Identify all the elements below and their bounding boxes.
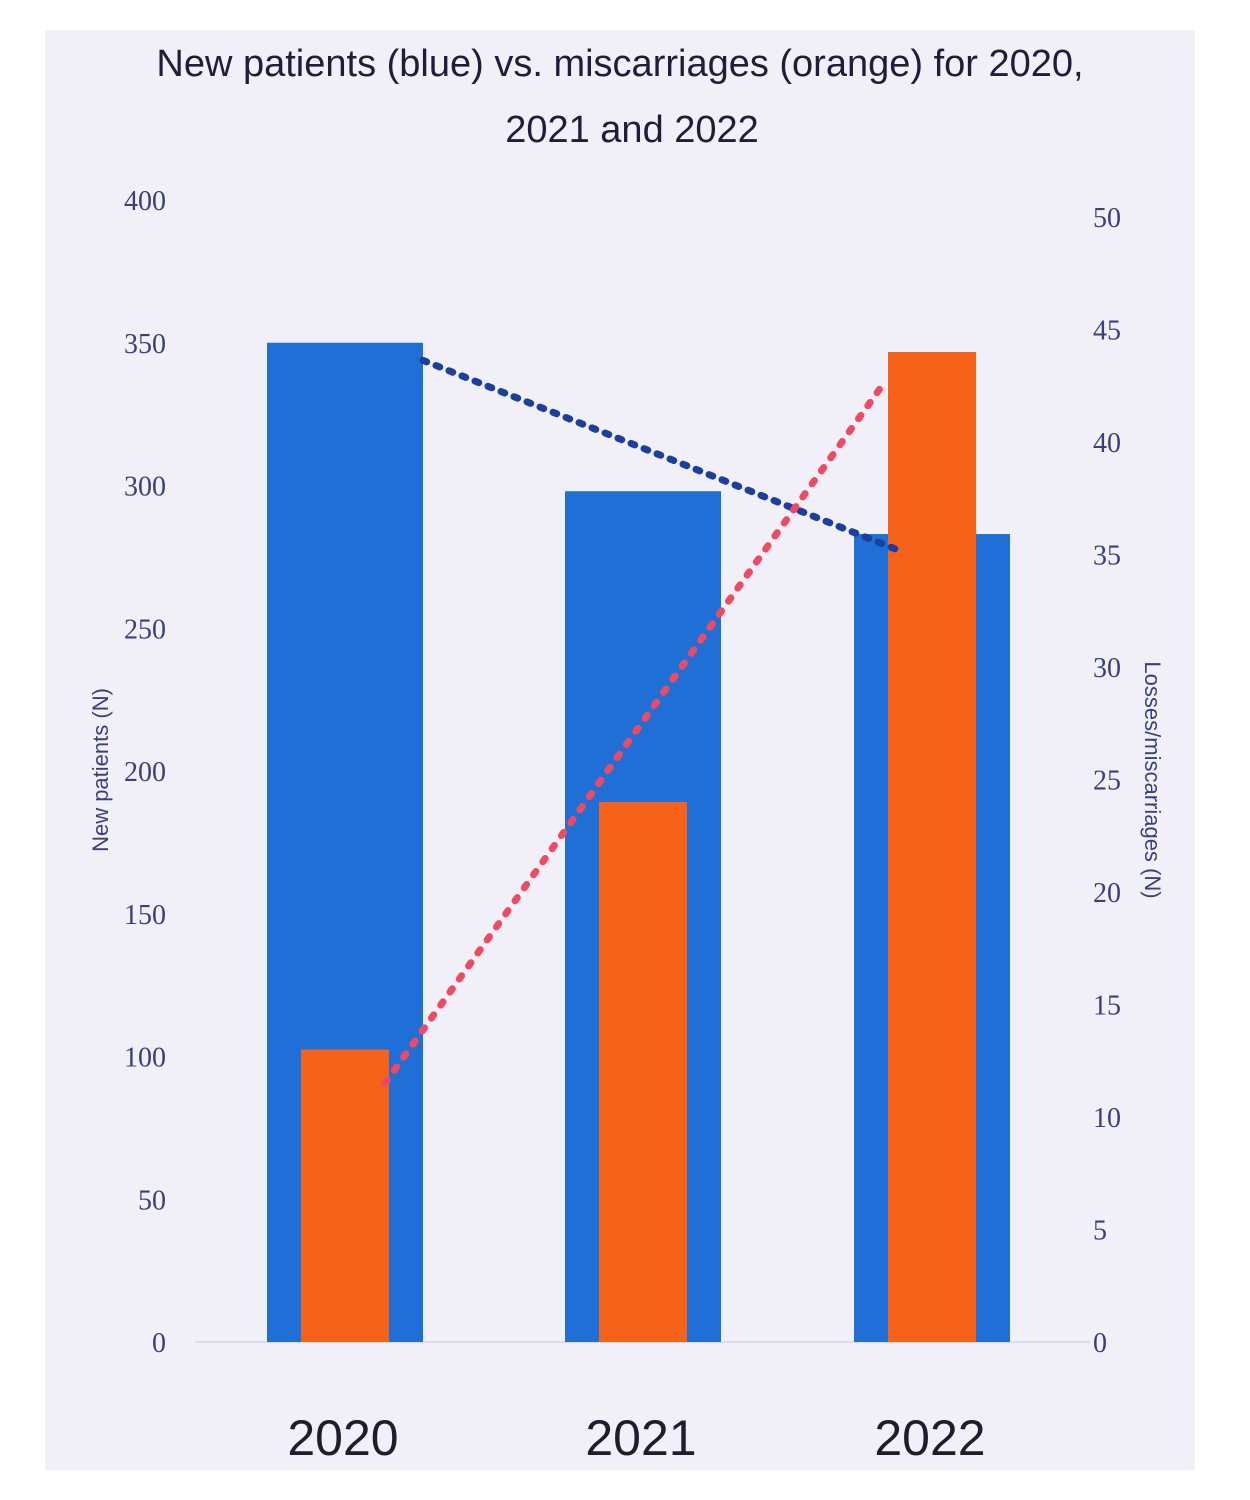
bar-miscarriages-2020 xyxy=(301,1049,389,1342)
right-tick-label-3: 15 xyxy=(1093,991,1121,1022)
left-tick-label-1: 50 xyxy=(138,1185,166,1216)
left-tick-label-8: 400 xyxy=(124,186,166,217)
left-tick-label-6: 300 xyxy=(124,472,166,503)
right-tick-label-0: 0 xyxy=(1093,1328,1107,1359)
left-tick-label-0: 0 xyxy=(152,1328,166,1359)
category-labels: 2020 2021 2022 xyxy=(287,1410,985,1466)
left-tick-label-5: 250 xyxy=(124,614,166,645)
bar-miscarriages-2021 xyxy=(599,802,687,1342)
chart-title-line-2: 2021 and 2022 xyxy=(505,109,759,151)
right-axis-ticks: 0 5 10 15 20 25 30 35 40 45 50 xyxy=(1093,203,1121,1359)
trend-lines xyxy=(381,356,906,1087)
right-tick-label-1: 5 xyxy=(1093,1216,1107,1247)
trendline-new-patients xyxy=(419,356,906,556)
category-label-2020: 2020 xyxy=(287,1410,398,1466)
left-axis-ticks: 0 50 100 150 200 250 300 350 400 xyxy=(124,186,166,1359)
category-label-2021: 2021 xyxy=(585,1410,696,1466)
right-tick-label-5: 25 xyxy=(1093,766,1121,797)
right-tick-label-2: 10 xyxy=(1093,1103,1121,1134)
right-tick-label-4: 20 xyxy=(1093,878,1121,909)
left-tick-label-7: 350 xyxy=(124,329,166,360)
y-axis-right-label: Losses/miscarriages (N) xyxy=(1140,661,1165,898)
right-tick-label-8: 40 xyxy=(1093,428,1121,459)
y-axis-left-label: New patients (N) xyxy=(88,688,113,852)
left-tick-label-2: 100 xyxy=(124,1043,166,1074)
category-label-2022: 2022 xyxy=(874,1410,985,1466)
left-tick-label-4: 200 xyxy=(124,757,166,788)
trendline-miscarriages xyxy=(381,382,886,1087)
bars xyxy=(267,342,1010,1343)
left-tick-label-3: 150 xyxy=(124,900,166,931)
chart-title-line-1: New patients (blue) vs. miscarriages (or… xyxy=(156,43,1083,85)
right-tick-label-7: 35 xyxy=(1093,541,1121,572)
bar-miscarriages-2022 xyxy=(888,352,976,1342)
right-tick-label-6: 30 xyxy=(1093,653,1121,684)
right-tick-label-10: 50 xyxy=(1093,203,1121,234)
right-tick-label-9: 45 xyxy=(1093,316,1121,347)
